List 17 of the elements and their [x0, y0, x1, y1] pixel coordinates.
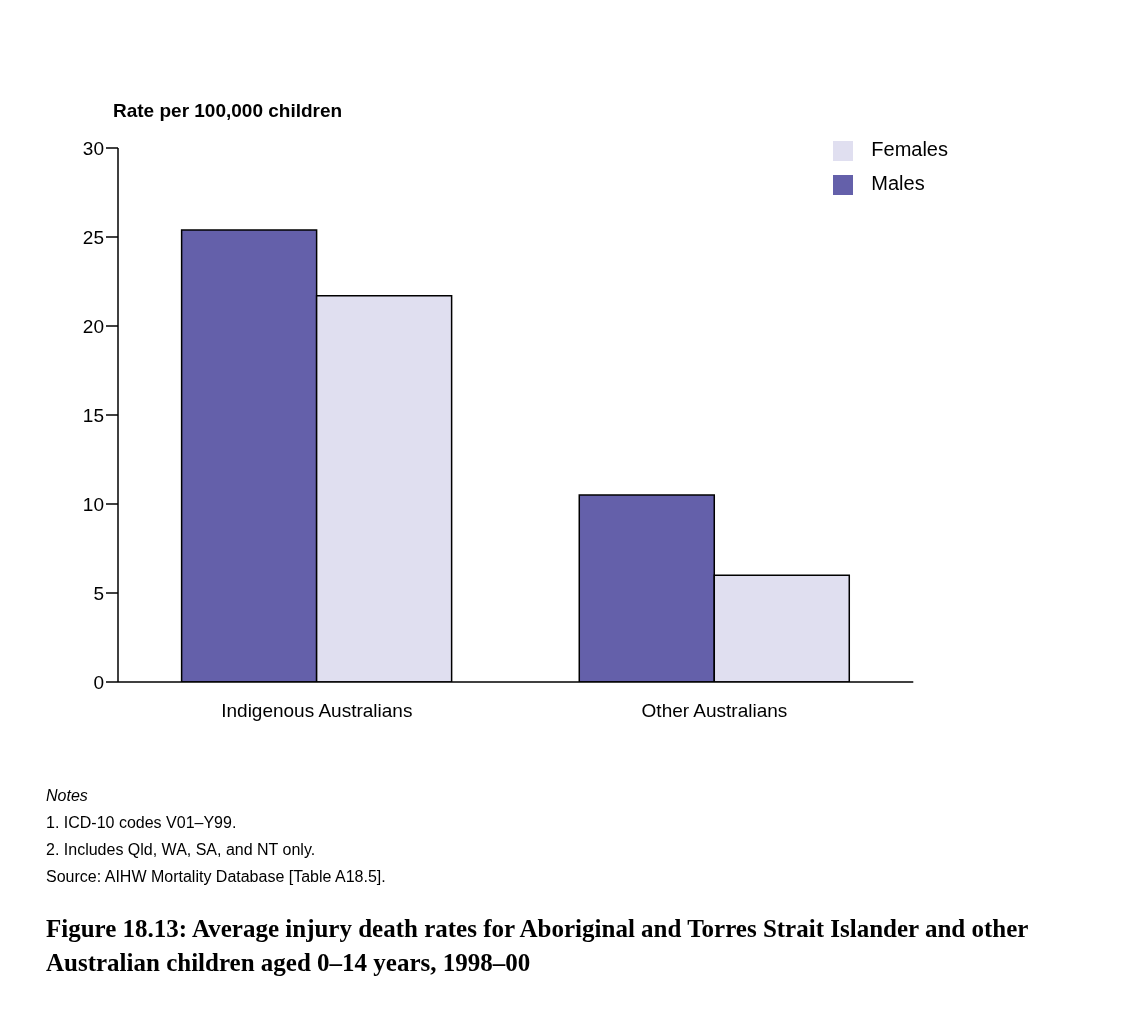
text: Figure 18.13: Average injury death rates for Aboriginal and Torres Strait Islander and other Australian children aged 0–14 years, 1998–00 [46, 914, 1029, 978]
source-note: Source: AIHW Mortality Database [Table A18.5]. [46, 867, 387, 887]
text: Notes [46, 786, 89, 806]
x-tick-label: Indigenous Australians [221, 700, 413, 722]
y-tick-label: 10 [82, 493, 104, 515]
legend-label: Females [871, 138, 948, 160]
text: 2. Includes Qld, WA, SA, and NT only. [46, 840, 317, 860]
y-tick-label: 0 [93, 671, 104, 693]
y-axis-title: Rate per 100,000 children [113, 100, 344, 122]
y-tick-label: 20 [82, 315, 104, 337]
y-tick-label: 25 [82, 226, 104, 248]
y-tick-label: 5 [93, 582, 104, 604]
legend-label: Males [871, 172, 925, 194]
text: 1. ICD-10 codes V01–Y99. [46, 813, 238, 833]
y-tick-label: 30 [82, 137, 104, 159]
y-tick-label: 15 [82, 404, 104, 426]
x-tick-label: Other Australians [641, 700, 788, 722]
